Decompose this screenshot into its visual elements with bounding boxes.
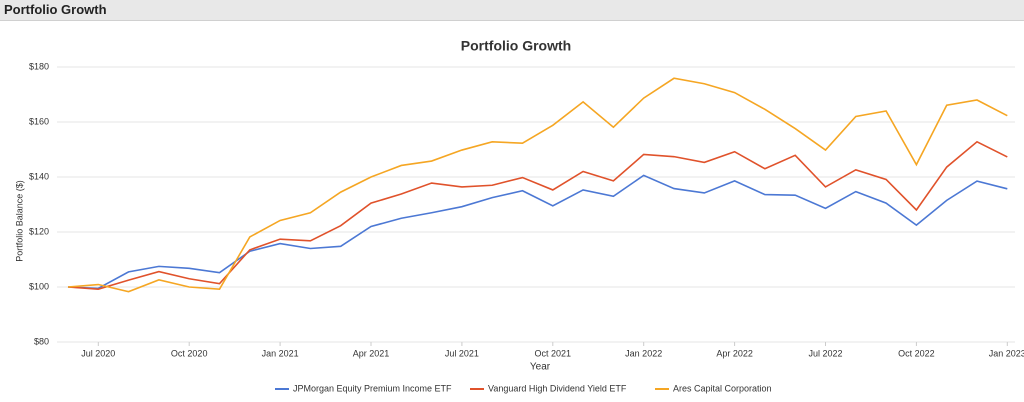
- y-axis-label: Portfolio Balance ($): [14, 180, 24, 262]
- y-tick-label: $100: [29, 281, 49, 291]
- series-line: [67, 140, 1008, 291]
- x-tick-label: Apr 2022: [716, 348, 753, 358]
- header-title: Portfolio Growth: [0, 0, 1024, 21]
- y-tick-label: $80: [34, 336, 49, 346]
- x-tick-label: Jan 2021: [262, 348, 299, 358]
- legend-label: JPMorgan Equity Premium Income ETF: [293, 383, 452, 393]
- y-tick-label: $160: [29, 116, 49, 126]
- legend-label: Vanguard High Dividend Yield ETF: [488, 383, 627, 393]
- series-line: [67, 174, 1008, 290]
- x-tick-label: Jan 2023: [989, 348, 1024, 358]
- x-tick-label: Jul 2022: [808, 348, 842, 358]
- series-line: [67, 77, 1008, 293]
- x-tick-label: Jul 2021: [445, 348, 479, 358]
- legend-label: Ares Capital Corporation: [673, 383, 772, 393]
- x-tick-label: Oct 2020: [171, 348, 208, 358]
- x-tick-label: Apr 2021: [353, 348, 390, 358]
- y-tick-label: $180: [29, 61, 49, 71]
- x-tick-label: Jan 2022: [625, 348, 662, 358]
- x-tick-label: Oct 2021: [535, 348, 572, 358]
- chart: Portfolio Growth Year Portfolio Balance …: [14, 38, 1024, 394]
- x-tick-label: Jul 2020: [81, 348, 115, 358]
- x-axis-label: Year: [530, 362, 551, 373]
- x-tick-label: Oct 2022: [898, 348, 935, 358]
- y-tick-label: $120: [29, 226, 49, 236]
- y-tick-label: $140: [29, 171, 49, 181]
- chart-title: Portfolio Growth: [461, 38, 571, 54]
